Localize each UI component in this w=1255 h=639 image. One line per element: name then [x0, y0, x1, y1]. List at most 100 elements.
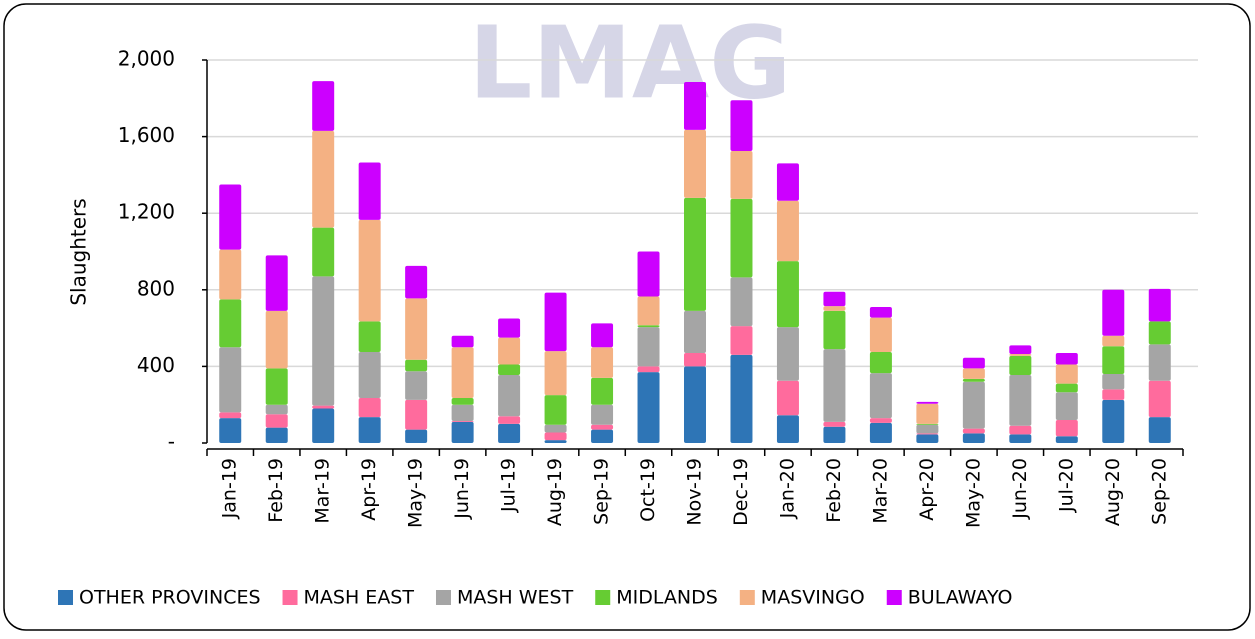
bar-segment: [451, 335, 474, 348]
bar-segment: [1055, 364, 1078, 384]
legend-label: MASH WEST: [457, 587, 574, 609]
x-tick-label: Oct-19: [637, 458, 659, 522]
x-tick-label: Aug-19: [544, 458, 566, 526]
bar-segment: [544, 351, 567, 396]
bar-segment: [498, 375, 521, 417]
bar-segment: [219, 184, 242, 250]
bar-segment: [312, 408, 335, 443]
bar-segment: [1055, 352, 1078, 365]
bar-segment: [544, 292, 567, 352]
bar-segment: [591, 377, 614, 405]
bar-segment: [1055, 436, 1078, 443]
bar-segment: [684, 197, 706, 311]
bar-segment: [265, 255, 288, 311]
x-tick-label: Sep-19: [591, 458, 613, 525]
bar-segment: [498, 416, 521, 424]
bar-segment: [265, 310, 288, 369]
bar-segment: [637, 372, 660, 443]
bar-segment: [823, 349, 846, 422]
bar-segment: [916, 424, 939, 434]
bar-segment: [1055, 420, 1078, 437]
bar-segment: [1148, 321, 1171, 345]
bar-segment: [312, 405, 335, 409]
x-tick-label: Apr-20: [916, 458, 938, 521]
bar-segment: [544, 424, 567, 433]
bar-segment: [962, 428, 985, 434]
bar-segment: [265, 414, 288, 428]
bar-segment: [823, 291, 846, 307]
bar-segment: [1102, 389, 1125, 400]
bar-segment: [312, 227, 335, 277]
bar-segment: [1148, 344, 1171, 381]
bar-segment: [684, 82, 706, 130]
bar-segment: [219, 412, 242, 419]
bar-segment: [312, 81, 335, 131]
bar-segment: [451, 420, 474, 422]
bar-segment: [498, 337, 521, 365]
bar-segment: [962, 381, 985, 429]
bar-segment: [776, 327, 799, 381]
x-tick-label: Feb-19: [265, 458, 287, 523]
bar-segment: [405, 298, 428, 360]
x-tick-label: Aug-20: [1102, 458, 1124, 526]
bar-segment: [869, 373, 892, 419]
x-tick-label: May-19: [405, 458, 427, 528]
bar-segment: [776, 380, 799, 416]
bar-segment: [869, 422, 892, 443]
legend-swatch: [886, 590, 902, 605]
bar-segment: [1009, 345, 1032, 354]
x-tick-label: Dec-19: [730, 458, 752, 526]
legend-label: MIDLANDS: [616, 587, 718, 609]
bar-segment: [544, 395, 567, 425]
bar-segment: [730, 277, 753, 327]
bar-segment: [265, 427, 288, 443]
bar-segment: [869, 352, 892, 374]
legend-swatch: [595, 590, 611, 605]
bar-segment: [962, 378, 985, 382]
bar-segment: [776, 261, 799, 328]
bar-segment: [684, 366, 706, 443]
x-tick-label: Jan-20: [776, 458, 798, 519]
bar-segment: [962, 433, 985, 443]
bar-segment: [1009, 425, 1032, 435]
legend-label: OTHER PROVINCES: [79, 587, 261, 609]
x-tick-label: Jan-19: [219, 458, 241, 519]
bar-segment: [1055, 392, 1078, 421]
bar-segment: [405, 359, 428, 372]
y-tick-label: 2,000: [118, 47, 175, 71]
bar-segment: [823, 306, 846, 311]
y-tick-label: 1,200: [118, 200, 175, 224]
y-tick-label: -: [168, 430, 175, 454]
legend-swatch: [739, 590, 755, 605]
x-tick-label: Jun-19: [451, 458, 473, 520]
bar-segment: [358, 321, 381, 353]
x-tick-label: Jul-20: [1055, 458, 1077, 513]
bar-segment: [730, 354, 753, 443]
bar-segment: [730, 100, 753, 151]
bar-segment: [776, 415, 799, 443]
bar-segment: [730, 198, 753, 278]
x-tick-label: Mar-19: [312, 458, 334, 524]
bar-segment: [265, 368, 288, 405]
bar-segment: [637, 366, 660, 373]
bar-segment: [637, 325, 660, 328]
bar-segment: [1009, 375, 1032, 426]
bar-segment: [1102, 399, 1125, 443]
y-tick-label: 1,600: [118, 123, 175, 147]
bar-segment: [358, 162, 381, 220]
bar-segment: [1009, 434, 1032, 443]
bar-segment: [1009, 355, 1032, 376]
bar-segment: [776, 163, 799, 201]
bar-segment: [498, 423, 521, 443]
bar-segment: [544, 440, 567, 443]
bar-segment: [823, 426, 846, 443]
bar-segment: [637, 296, 660, 326]
bar-segment: [684, 129, 706, 198]
legend-swatch: [435, 590, 451, 605]
x-tick-label: Mar-20: [869, 458, 891, 524]
legend-label: BULAWAYO: [908, 587, 1013, 609]
bar-segment: [358, 397, 381, 418]
x-tick-label: Apr-19: [358, 458, 380, 521]
bar-segment: [962, 357, 985, 369]
bar-segment: [451, 397, 474, 405]
